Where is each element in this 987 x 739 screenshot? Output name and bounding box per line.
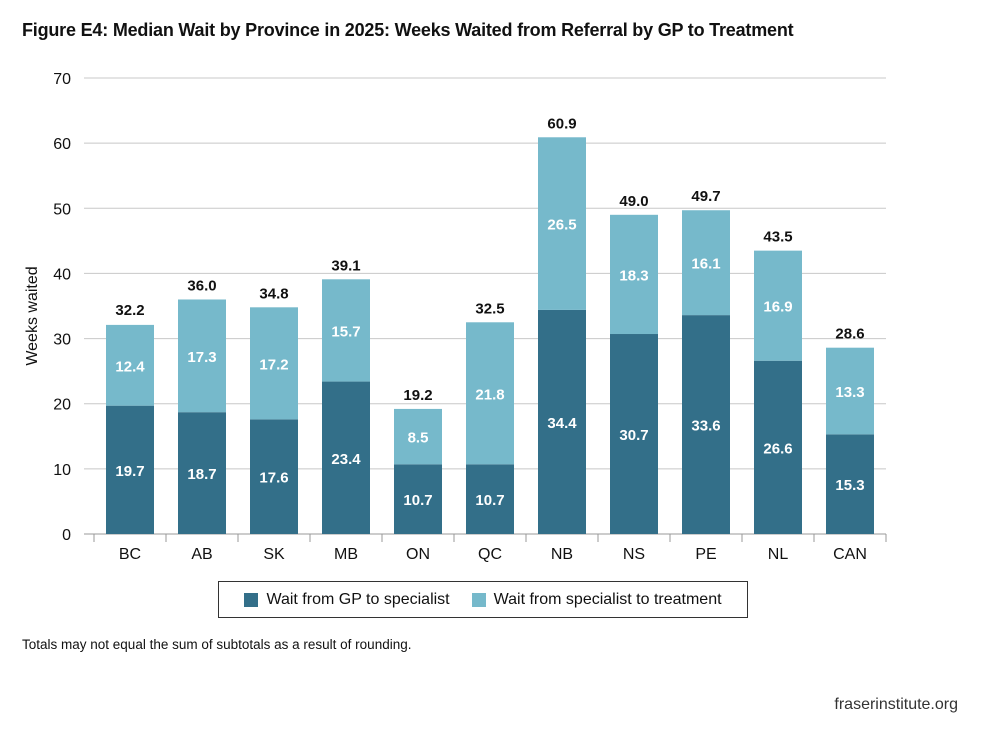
bar-specialist-to-treatment — [178, 299, 226, 413]
bar-specialist-to-treatment — [826, 347, 874, 435]
footnote: Totals may not equal the sum of subtotal… — [22, 637, 412, 652]
legend-swatch-specialist — [471, 592, 486, 607]
total-label: 32.2 — [115, 302, 144, 319]
y-axis-label: Weeks waited — [24, 266, 41, 365]
data-label: 26.5 — [547, 217, 576, 234]
x-tick-label: ON — [406, 546, 430, 563]
x-tick-label: NL — [768, 546, 789, 563]
bar-gp-to-specialist — [250, 419, 298, 534]
data-label: 16.1 — [691, 256, 720, 273]
legend: Wait from GP to specialist Wait from spe… — [218, 581, 748, 618]
y-tick-label: 0 — [62, 527, 71, 544]
data-label: 10.7 — [475, 492, 504, 509]
y-tick-label: 50 — [53, 201, 71, 218]
data-label: 33.6 — [691, 418, 720, 435]
bar-gp-to-specialist — [538, 309, 586, 534]
data-label: 15.3 — [835, 477, 864, 494]
x-tick-label: BC — [119, 546, 141, 563]
bar-gp-to-specialist — [754, 360, 802, 534]
data-label: 18.3 — [619, 267, 648, 284]
data-label: 23.4 — [331, 451, 361, 468]
legend-swatch-gp — [244, 592, 259, 607]
data-label: 12.4 — [115, 358, 145, 375]
data-label: 18.7 — [187, 466, 216, 483]
y-tick-label: 40 — [53, 266, 71, 283]
bar-specialist-to-treatment — [610, 214, 658, 335]
x-tick-label: CAN — [833, 546, 867, 563]
y-tick-label: 60 — [53, 136, 71, 153]
data-label: 15.7 — [331, 323, 360, 340]
legend-item-gp: Wait from GP to specialist — [244, 590, 450, 609]
x-tick-label: QC — [478, 546, 502, 563]
bar-gp-to-specialist — [826, 434, 874, 534]
y-tick-label: 10 — [53, 462, 71, 479]
total-label: 49.7 — [691, 188, 720, 205]
data-label: 30.7 — [619, 427, 648, 444]
total-label: 32.5 — [475, 300, 504, 317]
data-label: 16.9 — [763, 299, 792, 316]
y-tick-label: 20 — [53, 397, 71, 414]
data-label: 19.7 — [115, 463, 144, 480]
bar-specialist-to-treatment — [394, 408, 442, 465]
bar-specialist-to-treatment — [322, 279, 370, 382]
data-label: 17.3 — [187, 349, 216, 366]
source-label: fraserinstitute.org — [834, 696, 958, 713]
bar-specialist-to-treatment — [754, 250, 802, 361]
bar-gp-to-specialist — [322, 381, 370, 534]
data-label: 8.5 — [408, 430, 429, 447]
bar-gp-to-specialist — [178, 412, 226, 534]
bar-gp-to-specialist — [106, 405, 154, 534]
legend-label-gp: Wait from GP to specialist — [266, 590, 450, 608]
legend-item-specialist: Wait from specialist to treatment — [471, 590, 722, 609]
x-tick-label: SK — [263, 546, 285, 563]
x-tick-label: MB — [334, 546, 358, 563]
bar-specialist-to-treatment — [466, 322, 514, 465]
bar-gp-to-specialist — [466, 464, 514, 534]
data-label: 34.4 — [547, 415, 577, 432]
total-label: 43.5 — [763, 229, 792, 246]
data-label: 26.6 — [763, 440, 792, 457]
bar-specialist-to-treatment — [682, 210, 730, 316]
bar-specialist-to-treatment — [538, 137, 586, 310]
bar-specialist-to-treatment — [106, 324, 154, 406]
y-tick-label: 30 — [53, 332, 71, 349]
y-tick-label: 70 — [53, 71, 71, 88]
total-label: 49.0 — [619, 193, 648, 210]
total-label: 19.2 — [403, 387, 432, 404]
bar-gp-to-specialist — [682, 315, 730, 534]
total-label: 60.9 — [547, 115, 576, 132]
total-label: 28.6 — [835, 326, 864, 343]
bar-specialist-to-treatment — [250, 307, 298, 420]
bar-gp-to-specialist — [610, 334, 658, 534]
bar-gp-to-specialist — [394, 464, 442, 534]
data-label: 13.3 — [835, 384, 864, 401]
data-label: 17.6 — [259, 470, 288, 487]
x-tick-label: NS — [623, 546, 645, 563]
x-tick-label: PE — [695, 546, 716, 563]
data-label: 10.7 — [403, 492, 432, 509]
legend-label-specialist: Wait from specialist to treatment — [493, 590, 722, 608]
total-label: 34.8 — [259, 285, 288, 302]
x-tick-label: NB — [551, 546, 573, 563]
total-label: 36.0 — [187, 277, 216, 294]
chart-title: Figure E4: Median Wait by Province in 20… — [22, 20, 794, 40]
x-tick-label: AB — [191, 546, 212, 563]
total-label: 39.1 — [331, 257, 360, 274]
data-label: 17.2 — [259, 356, 288, 373]
data-label: 21.8 — [475, 386, 504, 403]
